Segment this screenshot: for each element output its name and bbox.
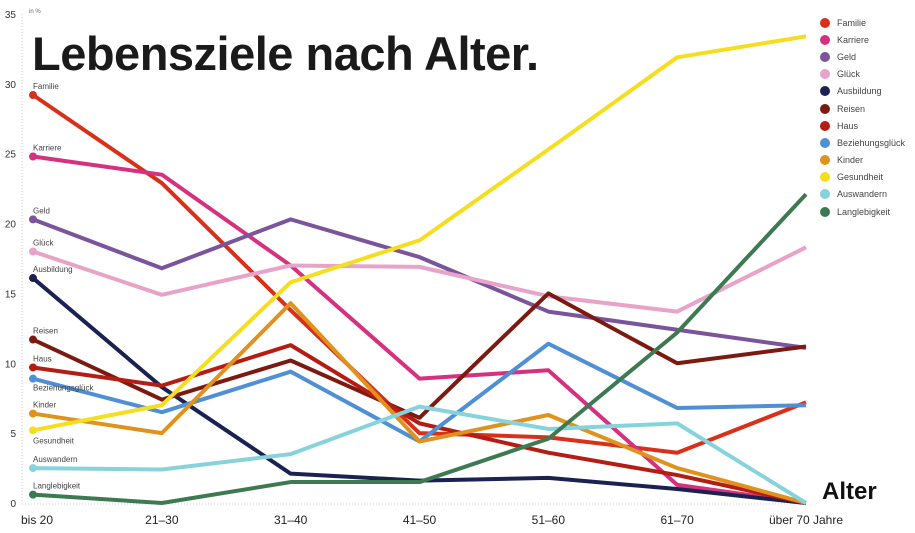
legend-label: Langlebigkeit <box>837 206 891 217</box>
x-tick-label: 51–60 <box>532 513 566 527</box>
x-tick-label: 31–40 <box>274 513 308 527</box>
legend-item: Glück <box>820 66 905 83</box>
series-label: Reisen <box>33 327 58 336</box>
x-tick-label: 21–30 <box>145 513 179 527</box>
legend-dot-icon <box>820 137 830 148</box>
legend-item: Reisen <box>820 100 905 117</box>
legend-label: Ausbildung <box>837 86 882 97</box>
legend-dot-icon <box>820 51 830 62</box>
series-start-point <box>29 363 37 372</box>
series-start-point <box>29 409 37 418</box>
series-line-reisen <box>32 291 807 420</box>
series-start-point <box>29 274 37 283</box>
series-start-point <box>29 464 37 473</box>
x-tick-label: 41–50 <box>403 513 437 527</box>
series-start-point <box>29 247 37 256</box>
legend-label: Gesundheit <box>837 172 884 183</box>
series-label: Auswandern <box>33 455 77 464</box>
y-tick-label: 30 <box>5 80 17 91</box>
x-tick-label: 61–70 <box>660 513 694 527</box>
legend-label: Beziehungsglück <box>837 137 906 148</box>
series-label: Glück <box>33 239 54 248</box>
legend-item: Familie <box>820 14 905 31</box>
legend-label: Auswandern <box>837 189 888 200</box>
series-label: Kinder <box>33 401 56 410</box>
legend-dot-icon <box>820 189 830 200</box>
legend-item: Auswandern <box>820 186 905 203</box>
legend-label: Kinder <box>837 155 864 166</box>
legend-dot-icon <box>820 34 830 45</box>
y-tick-label: 0 <box>10 499 16 510</box>
series-start-point <box>29 490 37 499</box>
legend-item: Geld <box>820 48 905 65</box>
series-label: Familie <box>33 82 59 91</box>
series-line-familie <box>31 93 807 455</box>
legend-dot-icon <box>820 17 830 28</box>
series-start-point <box>29 335 37 344</box>
x-tick-label: bis 20 <box>21 513 53 527</box>
legend-dot-icon <box>820 103 830 114</box>
legend-item: Karriere <box>820 31 905 48</box>
y-tick-label: 10 <box>5 359 17 370</box>
legend-label: Haus <box>837 120 859 131</box>
series-start-point <box>29 152 37 161</box>
legend-dot-icon <box>820 172 830 183</box>
series-label: Ausbildung <box>33 265 73 274</box>
series-start-point <box>29 215 37 224</box>
legend-label: Geld <box>837 51 857 62</box>
series-start-point <box>29 91 37 100</box>
series-line-karriere <box>32 154 807 505</box>
x-axis-title: Alter <box>822 478 877 505</box>
series-label: Geld <box>33 206 50 215</box>
series-line-auswandern <box>32 404 808 505</box>
series-start-point <box>29 374 37 383</box>
y-tick-label: 5 <box>10 429 16 440</box>
legend-item: Haus <box>820 117 905 134</box>
x-tick-label: über 70 Jahre <box>769 513 843 527</box>
legend-label: Glück <box>837 69 861 80</box>
legend-dot-icon <box>820 206 830 217</box>
legend-label: Familie <box>837 17 867 28</box>
series-label: Beziehungsglück <box>33 384 94 393</box>
legend-dot-icon <box>820 69 830 80</box>
legend-dot-icon <box>820 120 830 131</box>
y-tick-label: 20 <box>5 220 17 231</box>
series-start-point <box>29 426 37 435</box>
legend-dot-icon <box>820 86 830 97</box>
legend-label: Karriere <box>837 34 870 45</box>
legend-item: Langlebigkeit <box>820 203 905 220</box>
legend-item: Beziehungsglück <box>820 134 905 151</box>
y-tick-label: 35 <box>5 10 17 21</box>
series-label: Langlebigkeit <box>33 482 81 491</box>
unit-label: in % <box>29 9 41 15</box>
series-label: Haus <box>33 354 52 363</box>
legend-item: Ausbildung <box>820 83 905 100</box>
series-line-kinder <box>32 301 807 505</box>
series-line-langlebigkeit <box>32 192 808 505</box>
chart-title: Lebensziele nach Alter. <box>32 27 539 80</box>
legend-item: Gesundheit <box>820 169 905 186</box>
y-tick-label: 15 <box>5 289 17 300</box>
legend-item: Kinder <box>820 152 905 169</box>
series-label: Gesundheit <box>33 436 75 445</box>
legend-label: Reisen <box>837 103 866 114</box>
series-label: Karriere <box>33 144 62 153</box>
series-line-gesundheit <box>32 34 807 433</box>
series-line-glück <box>32 245 807 314</box>
series-line-haus <box>32 343 807 505</box>
y-tick-label: 25 <box>5 150 17 161</box>
legend-dot-icon <box>820 155 830 166</box>
legend: Familie Karriere Geld Glück Ausbildung Reisen… <box>820 14 905 220</box>
